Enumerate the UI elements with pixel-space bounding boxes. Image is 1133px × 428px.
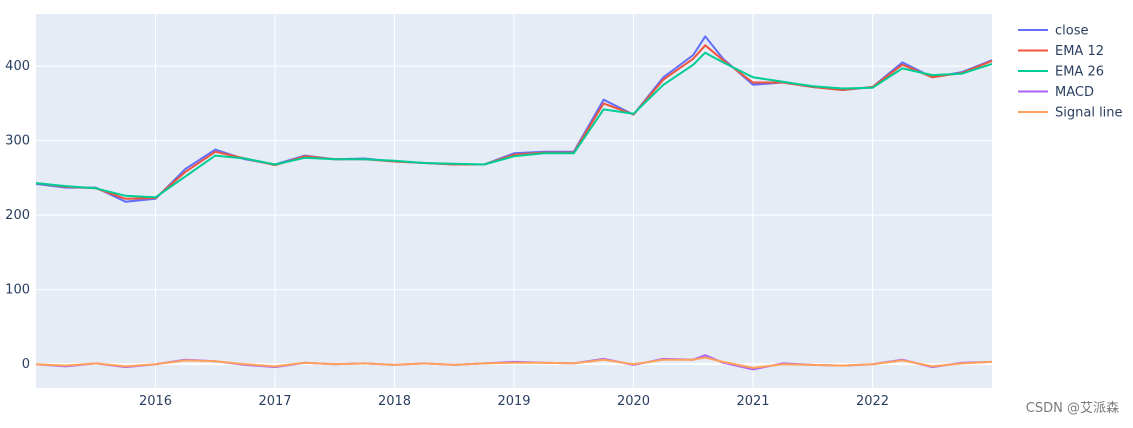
x-tick-label: 2017: [258, 394, 291, 409]
x-tick-label: 2020: [617, 394, 650, 409]
x-tick-label: 2019: [497, 394, 530, 409]
y-tick-label: 400: [5, 59, 30, 74]
legend-label: MACD: [1055, 85, 1094, 100]
x-tick-label: 2016: [139, 394, 172, 409]
y-tick-label: 0: [22, 357, 30, 372]
y-tick-label: 200: [5, 208, 30, 223]
x-tick-label: 2022: [856, 394, 889, 409]
legend[interactable]: close EMA 12 EMA 26 MACD Signal line: [1018, 24, 1123, 121]
watermark-text: CSDN @艾派森: [1025, 401, 1119, 416]
series-layer: [35, 35, 993, 371]
x-tick-label: 2021: [736, 394, 769, 409]
legend-label: Signal line: [1055, 106, 1123, 121]
series-line-ema-26: [35, 51, 993, 199]
legend-label: EMA 12: [1055, 44, 1104, 59]
legend-label: close: [1055, 24, 1088, 39]
y-tick-label: 100: [5, 283, 30, 298]
legend-item-ema-12[interactable]: EMA 12: [1018, 44, 1104, 59]
legend-item-macd[interactable]: MACD: [1018, 85, 1094, 100]
grid-layer: [36, 14, 992, 388]
series-line-signal-line: [35, 356, 993, 369]
x-tick-label: 2018: [378, 394, 411, 409]
y-tick-label: 300: [5, 134, 30, 149]
series-line-ema-12: [35, 44, 993, 200]
axis-layer: 0 100 200 300 400 2016 2017 2018 2019 2020 2021 202…: [5, 59, 889, 409]
legend-item-close[interactable]: close: [1018, 24, 1088, 39]
legend-item-ema-26[interactable]: EMA 26: [1018, 65, 1104, 80]
legend-label: EMA 26: [1055, 65, 1104, 80]
legend-item-signal-line[interactable]: Signal line: [1018, 106, 1123, 121]
